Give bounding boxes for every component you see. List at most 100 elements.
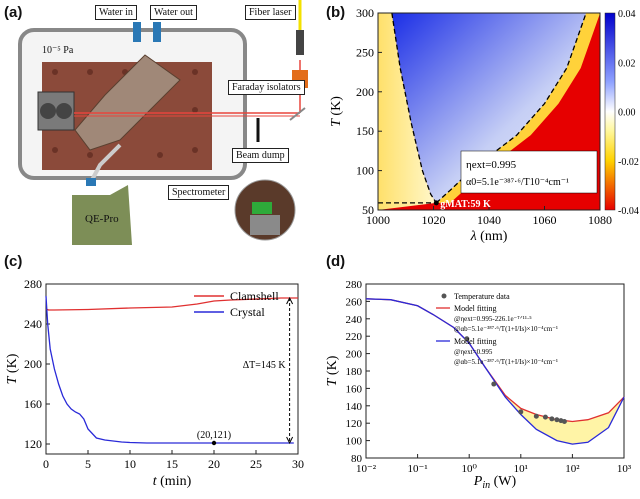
panel-c: 0 5 10 15 20 25 30 120 160 200 240 280 Clamshell Crys… (0, 247, 320, 494)
legend-fit1-alpha: @αb=5.1e⁻³⁸⁷·⁶/T(1+I/Is)×10⁻⁴cm⁻¹ (454, 325, 558, 333)
panel-a: (a) Water in Water out Fiber laser 10⁻⁵ … (0, 0, 320, 247)
x-tick-label: 10⁰ (461, 463, 477, 475)
panel-b-label: (b) (326, 4, 346, 21)
y-tick-label: 200 (346, 349, 363, 361)
delta-label: ΔT=145 K (243, 360, 287, 371)
faraday-label: Faraday isolators (228, 80, 305, 95)
x-axis-title: Pin (W) (473, 474, 517, 491)
power-chart: 10⁻² 10⁻¹ 10⁰ 10¹ 10² 10³ 80 100 120 140 160 180 200… (325, 279, 632, 491)
x-tick-label: 25 (250, 457, 262, 471)
colorbar-tick-label: 0.04 (618, 9, 636, 20)
legend-label: Clamshell (230, 289, 279, 303)
legend-fit2-eta: @ηext=0.995 (454, 348, 493, 356)
panel-a-label: (a) (4, 4, 23, 21)
x-tick-label: 10⁻¹ (408, 463, 428, 475)
y-axis-title-symbol: T (325, 377, 340, 386)
data-point (561, 418, 567, 424)
y-tick-label: 240 (24, 317, 42, 331)
x-axis-title-symbol: P (473, 474, 483, 489)
y-tick-label: 140 (346, 401, 363, 413)
data-point (554, 417, 560, 423)
y-tick-label: 50 (362, 203, 374, 217)
alpha-text: α0=5.1e⁻³⁸⁷·⁶/T10⁻⁴cm⁻¹ (466, 177, 569, 188)
y-tick-label: 240 (346, 314, 363, 326)
heatmap-chart: 1000 1020 1040 1060 1080 300 250 200 150 100 50 0.0… (329, 6, 639, 244)
legend-fit2-alpha: @αb=5.1e⁻³⁸⁷·⁶/T(1+I/Is)×10⁻⁴cm⁻¹ (454, 358, 558, 366)
data-point (518, 409, 524, 415)
marked-point (211, 440, 217, 446)
x-axis-title-subscript: in (482, 480, 490, 491)
qe-pro-box (72, 185, 132, 245)
point-label: (20,121) (197, 430, 231, 441)
colorbar-tick-label: -0.02 (618, 157, 639, 168)
water-out-pipe (153, 22, 161, 42)
beam-dump-label: Beam dump (232, 148, 289, 163)
y-tick-label: 200 (24, 357, 42, 371)
series-line-clamshell (45, 297, 298, 311)
fit-difference-area (366, 298, 624, 445)
x-tick-label: 10² (565, 463, 580, 475)
eta-text: ηext=0.995 (466, 159, 517, 171)
x-tick-label: 5 (85, 457, 91, 471)
colorbar-tick-label: 0.00 (618, 108, 636, 119)
zero-contour-left (391, 13, 437, 204)
y-axis-title-symbol: T (329, 118, 344, 127)
x-tick-label: 1080 (588, 213, 612, 227)
y-axis-title-unit: (K) (5, 353, 20, 376)
fit-line-blue (365, 298, 625, 445)
x-tick-label: 1000 (366, 213, 390, 227)
x-axis-title-symbol: λ (470, 229, 477, 244)
delta-arrow-head-top (286, 296, 294, 305)
formula-box (460, 150, 598, 194)
collection-fiber (90, 143, 122, 181)
y-tick-label: 160 (346, 383, 363, 395)
legend-fit2-title: Model fitting (454, 337, 496, 346)
heatmap-area (378, 13, 600, 210)
x-tick-label: 20 (208, 457, 220, 471)
x-axis-title: λ (nm) (470, 229, 508, 244)
delta-arrow-head-bottom (286, 436, 294, 445)
x-tick-label: 15 (166, 457, 178, 471)
legend-data: Temperature data (454, 292, 510, 301)
legend-fit1-eta: @ηext=0.995-226.1e⁻ᵀᐟ¹¹·⁵ (454, 315, 532, 323)
x-tick-label: 10¹ (514, 463, 528, 475)
data-point (491, 381, 497, 387)
fiber-laser-head (296, 30, 304, 55)
water-in-pipe (133, 22, 141, 42)
y-tick-label: 260 (346, 296, 363, 308)
mirror (289, 107, 306, 121)
y-tick-label: 100 (346, 436, 363, 448)
legend-data-marker (441, 293, 447, 299)
y-tick-label: 250 (356, 45, 374, 59)
y-tick-label: 100 (356, 164, 374, 178)
x-tick-label: 1040 (477, 213, 501, 227)
time-trace-chart: 0 5 10 15 20 25 30 120 160 200 240 280 Clamshell Crys… (5, 277, 304, 489)
water-in-label: Water in (95, 5, 137, 20)
y-tick-label: 80 (351, 453, 363, 465)
y-axis-title-unit: (K) (325, 355, 340, 378)
series-line-crystal (45, 295, 294, 444)
crystal-icon (252, 202, 272, 214)
panel-d-label: (d) (326, 253, 346, 270)
spectrometer-label: Spectrometer (168, 185, 230, 200)
data-point (549, 416, 555, 422)
fiber-laser-label: Fiber laser (245, 5, 296, 20)
y-tick-label: 120 (346, 418, 363, 430)
x-axis-title-unit: (nm) (477, 229, 508, 244)
clamshell-mount (74, 54, 181, 151)
panel-b: 1000 1020 1040 1060 1080 300 250 200 150 100 50 0.0… (320, 0, 640, 247)
qe-pro-label: QE-Pro (85, 213, 119, 225)
gmat-point (433, 200, 439, 206)
x-axis-title-unit: (min) (157, 474, 192, 489)
data-point (464, 336, 470, 342)
x-tick-label: 1060 (533, 213, 557, 227)
y-tick-label: 300 (356, 6, 374, 20)
y-tick-label: 280 (24, 277, 42, 291)
legend-label: Crystal (230, 305, 265, 319)
water-out-label: Water out (150, 5, 197, 20)
data-point (533, 413, 539, 419)
y-tick-label: 150 (356, 124, 374, 138)
y-tick-label: 220 (346, 331, 363, 343)
x-tick-label: 0 (43, 457, 49, 471)
legend-fit1-title: Model fitting (454, 304, 496, 313)
